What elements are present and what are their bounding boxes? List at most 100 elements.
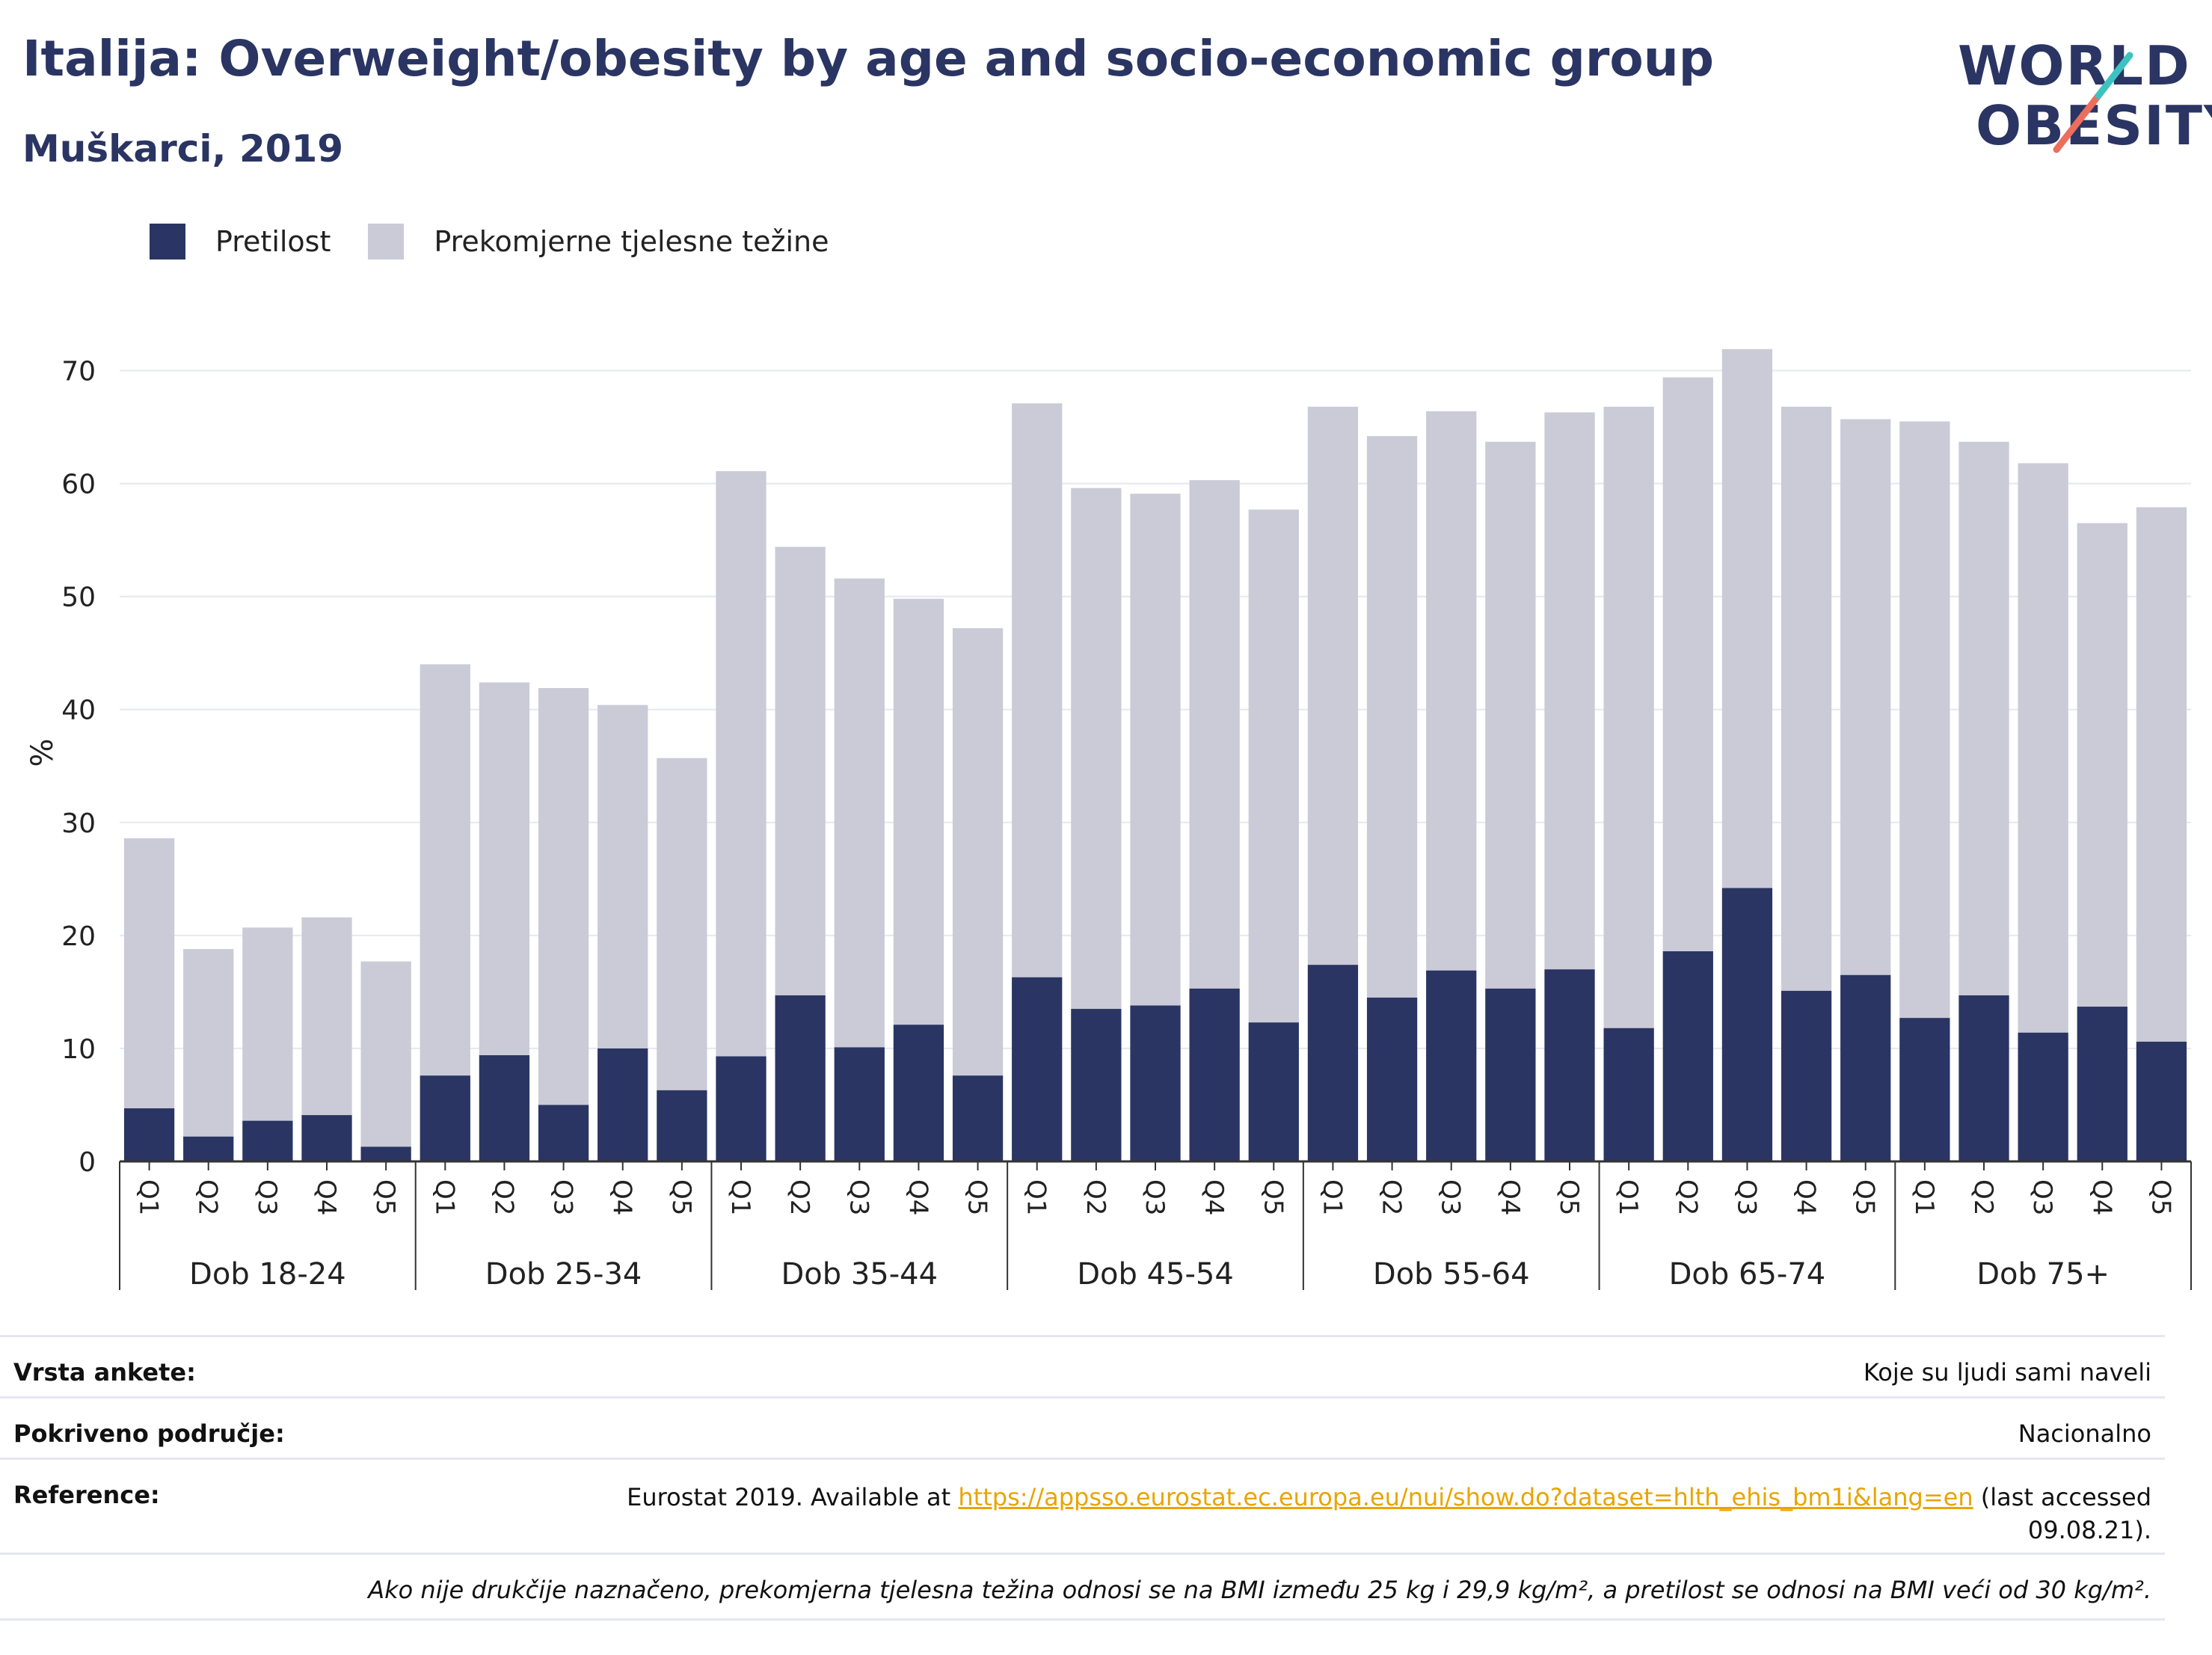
info-row-area: Pokriveno područje: Nacionalno bbox=[0, 1396, 2165, 1458]
bar-overweight bbox=[360, 961, 411, 1147]
bar-obesity bbox=[360, 1146, 411, 1161]
bar-overweight bbox=[1544, 412, 1595, 970]
x-tick-label: Q4 bbox=[1199, 1179, 1229, 1215]
chart-legend: Pretilost Prekomjerne tjelesne težine bbox=[150, 221, 867, 262]
survey-type-value: Koje su ljudi sami naveli bbox=[1863, 1358, 2151, 1387]
world-obesity-logo: WORLD OBESITY bbox=[1944, 30, 2212, 165]
bar-obesity bbox=[538, 1105, 589, 1161]
group-label: Dob 55-64 bbox=[1373, 1257, 1530, 1292]
bar-overweight bbox=[597, 704, 648, 1048]
bar-obesity bbox=[123, 1108, 175, 1161]
x-tick-label: Q2 bbox=[1081, 1179, 1110, 1215]
bar-obesity bbox=[1721, 888, 1773, 1161]
x-tick-label: Q5 bbox=[666, 1179, 696, 1215]
bar-obesity bbox=[1071, 1009, 1122, 1161]
x-tick-label: Q4 bbox=[607, 1179, 637, 1215]
x-tick-label: Q4 bbox=[903, 1179, 933, 1215]
legend-swatch-overweight bbox=[368, 224, 405, 260]
area-value: Nacionalno bbox=[2018, 1419, 2151, 1448]
bar-obesity bbox=[1840, 974, 1891, 1161]
info-row-survey-type: Vrsta ankete: Koje su ljudi sami naveli bbox=[0, 1335, 2165, 1397]
x-tick-label: Q1 bbox=[725, 1179, 755, 1215]
x-tick-label: Q4 bbox=[1791, 1179, 1821, 1215]
bar-overweight bbox=[1840, 419, 1891, 975]
group-label: Dob 75+ bbox=[1976, 1257, 2110, 1292]
bar-overweight bbox=[834, 578, 885, 1048]
legend-label-overweight: Prekomjerne tjelesne težine bbox=[434, 225, 829, 258]
reference-prefix: Eurostat 2019. Available at bbox=[627, 1483, 959, 1511]
bar-overweight bbox=[716, 470, 766, 1057]
reference-link[interactable]: https://appsso.eurostat.ec.europa.eu/nui… bbox=[958, 1483, 1973, 1511]
legend-swatch-obesity bbox=[150, 224, 185, 260]
y-tick-label: 70 bbox=[61, 357, 96, 387]
x-tick-label: Q5 bbox=[1850, 1179, 1880, 1215]
info-row-footnote: Ako nije drukčije naznačeno, prekomjerna… bbox=[0, 1553, 2165, 1621]
y-tick-label: 60 bbox=[61, 470, 96, 500]
bar-overweight bbox=[1899, 421, 1950, 1019]
bar-obesity bbox=[716, 1056, 766, 1161]
bar-obesity bbox=[1189, 988, 1240, 1161]
bar-obesity bbox=[183, 1136, 234, 1161]
bar-overweight bbox=[2077, 523, 2127, 1007]
bar-overweight bbox=[775, 547, 826, 995]
bar-overweight bbox=[1426, 411, 1477, 971]
bar-overweight bbox=[1189, 480, 1240, 989]
logo-text-world: WORLD bbox=[1958, 34, 2191, 97]
bar-obesity bbox=[420, 1075, 470, 1161]
bar-overweight bbox=[1012, 403, 1063, 977]
logo-text-obesity: OBESITY bbox=[1976, 94, 2212, 157]
bar-obesity bbox=[1662, 951, 1713, 1161]
bar-overweight bbox=[183, 948, 234, 1137]
y-tick-label: 30 bbox=[61, 808, 96, 839]
legend-item-overweight: Prekomjerne tjelesne težine bbox=[368, 224, 829, 260]
bar-overweight bbox=[123, 838, 175, 1108]
bar-overweight bbox=[1485, 441, 1536, 989]
x-tick-label: Q2 bbox=[784, 1179, 814, 1215]
y-tick-label: 50 bbox=[61, 583, 96, 613]
x-tick-label: Q5 bbox=[1554, 1179, 1584, 1215]
x-tick-label: Q2 bbox=[1672, 1179, 1702, 1215]
group-label: Dob 18-24 bbox=[189, 1257, 346, 1292]
x-tick-label: Q3 bbox=[252, 1179, 282, 1215]
x-tick-label: Q1 bbox=[1613, 1179, 1643, 1215]
bar-obesity bbox=[1012, 977, 1063, 1161]
x-tick-label: Q5 bbox=[962, 1179, 992, 1215]
bar-obesity bbox=[1130, 1005, 1181, 1161]
bar-overweight bbox=[479, 682, 530, 1055]
x-tick-label: Q3 bbox=[1436, 1179, 1466, 1215]
bar-overweight bbox=[2136, 507, 2187, 1042]
bar-obesity bbox=[479, 1054, 530, 1161]
legend-item-obesity: Pretilost bbox=[150, 224, 331, 260]
bar-overweight bbox=[1721, 348, 1773, 888]
group-label: Dob 45-54 bbox=[1077, 1257, 1234, 1292]
bar-overweight bbox=[1366, 436, 1418, 998]
bar-obesity bbox=[775, 995, 826, 1161]
bar-obesity bbox=[657, 1090, 707, 1161]
x-tick-label: Q4 bbox=[311, 1179, 341, 1215]
x-tick-label: Q2 bbox=[488, 1179, 518, 1215]
x-tick-label: Q3 bbox=[2027, 1179, 2057, 1215]
info-row-reference: Reference: Eurostat 2019. Available at h… bbox=[0, 1458, 2165, 1553]
bar-overweight bbox=[952, 627, 1004, 1076]
bar-overweight bbox=[420, 664, 470, 1076]
group-label: Dob 25-34 bbox=[485, 1257, 642, 1292]
x-tick-label: Q1 bbox=[1909, 1179, 1939, 1215]
bar-overweight bbox=[1662, 377, 1713, 952]
bar-overweight bbox=[538, 688, 589, 1105]
bar-overweight bbox=[242, 927, 293, 1121]
bar-obesity bbox=[1485, 988, 1536, 1161]
reference-date: 09.08.21). bbox=[2027, 1516, 2151, 1544]
bar-obesity bbox=[597, 1048, 648, 1161]
bar-obesity bbox=[952, 1075, 1004, 1161]
y-tick-label: 40 bbox=[61, 696, 96, 726]
bar-obesity bbox=[1958, 995, 2009, 1161]
bar-overweight bbox=[2018, 463, 2068, 1033]
bar-obesity bbox=[1248, 1022, 1299, 1161]
x-tick-label: Q5 bbox=[2145, 1179, 2175, 1215]
x-tick-label: Q4 bbox=[2086, 1179, 2116, 1215]
reference-label: Reference: bbox=[13, 1481, 160, 1509]
footnote: Ako nije drukčije naznačeno, prekomjerna… bbox=[368, 1576, 2151, 1604]
bar-overweight bbox=[1307, 406, 1359, 965]
area-label: Pokriveno područje: bbox=[13, 1419, 285, 1448]
reference-value: Eurostat 2019. Available at https://apps… bbox=[627, 1481, 2151, 1547]
